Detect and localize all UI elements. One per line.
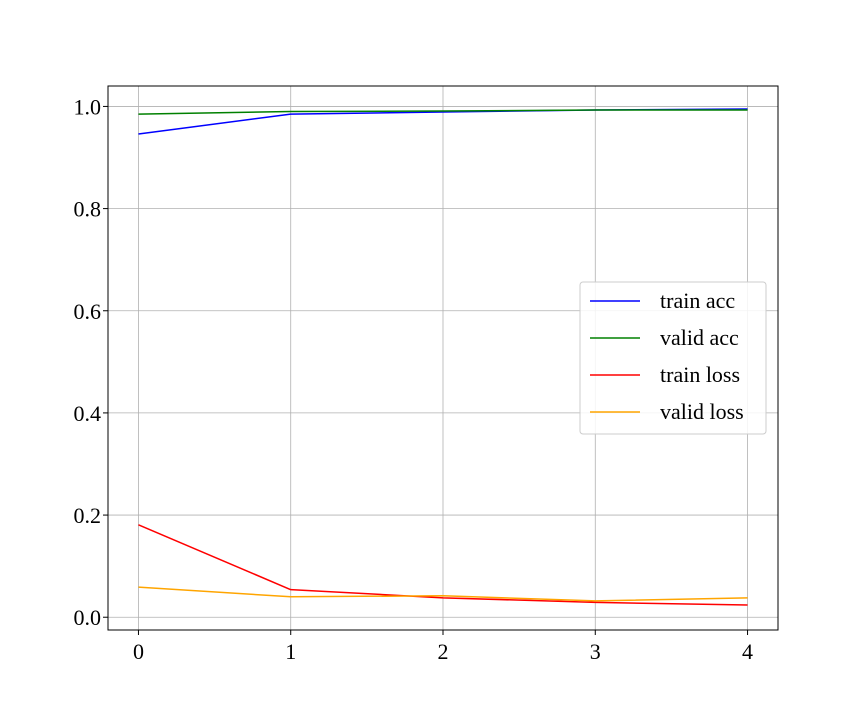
y-tick-label: 1.0: [74, 94, 102, 119]
y-tick-label: 0.8: [74, 197, 102, 222]
y-tick-label: 0.6: [74, 299, 102, 324]
series-line-train-loss: [138, 524, 748, 606]
x-tick-label: 1: [285, 639, 296, 664]
y-tick-label: 0.2: [74, 503, 102, 528]
grid: [108, 86, 778, 630]
axis-ticks: 0 1 2 3 4 0.0 0.2 0.4 0.6 0.8 1.0: [74, 94, 754, 664]
x-tick-label: 3: [590, 639, 601, 664]
x-tick-label: 2: [438, 639, 449, 664]
legend-label-valid-loss: valid loss: [660, 399, 744, 424]
legend-box: [579, 281, 767, 435]
series-lines: [138, 108, 748, 606]
legend-label-train-acc: train acc: [660, 288, 735, 313]
series-line-valid-loss: [138, 586, 748, 602]
legend-label-valid-acc: valid acc: [660, 325, 739, 350]
legend-label-train-loss: train loss: [660, 362, 740, 387]
y-tick-label: 0.0: [74, 605, 102, 630]
legend: train acc valid acc train loss valid loss: [579, 281, 767, 435]
series-line-valid-acc: [138, 109, 748, 115]
x-tick-label: 0: [133, 639, 144, 664]
x-tick-label: 4: [742, 639, 753, 664]
y-tick-label: 0.4: [74, 401, 102, 426]
legend-entries: train acc valid acc train loss valid loss: [590, 288, 744, 424]
